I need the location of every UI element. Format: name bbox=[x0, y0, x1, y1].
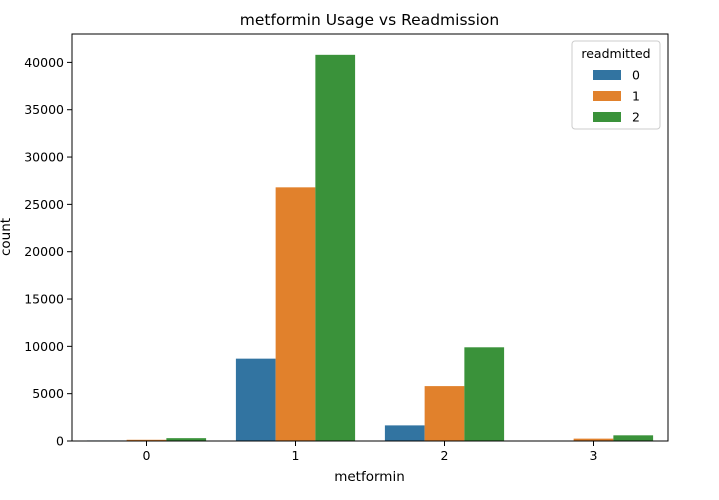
bar-series-2-cat-3 bbox=[613, 435, 654, 441]
x-tick-label: 3 bbox=[590, 448, 598, 463]
y-axis-label: count bbox=[0, 218, 14, 256]
x-tick-label: 2 bbox=[441, 448, 449, 463]
bar-series-2-cat-1 bbox=[315, 54, 356, 442]
legend-swatch-1 bbox=[593, 91, 621, 101]
y-tick-label: 40000 bbox=[24, 55, 64, 70]
legend-label-2: 2 bbox=[632, 110, 640, 125]
y-tick-label: 0 bbox=[56, 434, 64, 449]
x-tick-label: 1 bbox=[292, 448, 300, 463]
y-tick-label: 35000 bbox=[24, 102, 64, 117]
y-tick-label: 15000 bbox=[24, 292, 64, 307]
bar-series-0-cat-1 bbox=[235, 358, 276, 441]
y-tick-label: 30000 bbox=[24, 150, 64, 165]
bar-series-0-cat-2 bbox=[384, 425, 425, 441]
chart-title: metformin Usage vs Readmission bbox=[240, 11, 499, 29]
bar-series-2-cat-0 bbox=[166, 438, 207, 441]
legend: readmitted 0 1 2 bbox=[571, 40, 661, 130]
x-tick-label: 0 bbox=[143, 448, 151, 463]
axes-frame bbox=[71, 33, 669, 442]
bar-series-1-cat-2 bbox=[424, 386, 465, 441]
plot-area: 0 5000 10000 15000 20000 25000 30000 35000 40000… bbox=[24, 33, 669, 463]
legend-box bbox=[571, 40, 661, 130]
y-tick-label: 20000 bbox=[24, 244, 64, 259]
y-tick-label: 25000 bbox=[24, 197, 64, 212]
bar-series-1-cat-3 bbox=[573, 438, 614, 441]
legend-swatch-0 bbox=[593, 70, 621, 80]
x-axis-label: metformin bbox=[334, 469, 405, 485]
legend-title: readmitted bbox=[581, 46, 650, 61]
bar-series-1-cat-1 bbox=[275, 187, 316, 441]
legend-label-1: 1 bbox=[632, 89, 640, 104]
legend-label-0: 0 bbox=[632, 68, 640, 83]
bar-series-1-cat-0 bbox=[126, 439, 167, 441]
y-tick-label: 5000 bbox=[32, 386, 64, 401]
y-tick-label: 10000 bbox=[24, 339, 64, 354]
legend-swatch-2 bbox=[593, 112, 621, 122]
bar-series-2-cat-2 bbox=[464, 347, 505, 441]
